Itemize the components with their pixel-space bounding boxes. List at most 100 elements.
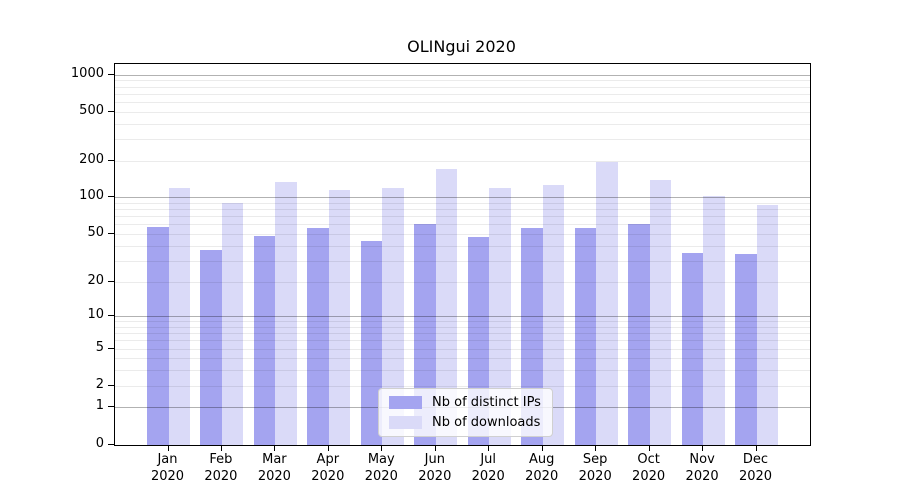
bar-distinct-ips-sep xyxy=(574,228,597,445)
grid-line-minor-50 xyxy=(115,234,810,235)
legend: Nb of distinct IPs Nb of downloads xyxy=(378,388,553,437)
bar-distinct-ips-may xyxy=(360,240,383,445)
y-tick-mark-50 xyxy=(108,233,114,234)
bar-distinct-ips-jan xyxy=(147,227,169,445)
bar-distinct-ips-dec xyxy=(735,254,757,445)
grid-line-minor-70 xyxy=(115,216,810,218)
y-tick-mark-500 xyxy=(108,110,114,112)
plot-area xyxy=(114,63,811,446)
grid-line-minor-60 xyxy=(115,224,810,226)
bar-distinct-ips-nov xyxy=(681,252,704,445)
y-tick-label-5: 5 xyxy=(95,339,104,355)
y-tick-mark-5 xyxy=(108,347,114,349)
y-tick-mark-100 xyxy=(108,196,114,198)
legend-label-distinct-ips: Nb of distinct IPs xyxy=(432,395,541,410)
y-tick-label-2: 2 xyxy=(95,376,104,392)
y-tick-mark-20 xyxy=(108,280,114,282)
x-tick-label-dec: Dec 2020 xyxy=(738,452,773,484)
grid-line-minor-8 xyxy=(115,326,810,328)
y-tick-mark-1000 xyxy=(108,73,114,75)
y-tick-mark-2 xyxy=(108,384,114,386)
grid-line-minor-9 xyxy=(115,321,810,323)
grid-line-minor-30 xyxy=(115,260,810,262)
y-tick-label-10: 10 xyxy=(87,307,104,323)
grid-line-minor-40 xyxy=(115,245,810,247)
legend-swatch-downloads xyxy=(389,416,422,429)
bar-downloads-aug xyxy=(542,184,565,445)
x-tick-label-jun: Jun 2020 xyxy=(418,452,452,484)
x-tick-label-jan: Jan 2020 xyxy=(150,452,185,484)
y-tick-mark-200 xyxy=(108,159,114,161)
y-tick-label-500: 500 xyxy=(79,102,104,118)
grid-line-major-1000 xyxy=(115,74,810,76)
grid-line-minor-2 xyxy=(115,385,810,387)
y-tick-label-0: 0 xyxy=(95,435,104,451)
x-tick-label-apr: Apr 2020 xyxy=(311,452,345,484)
bar-downloads-nov xyxy=(703,195,725,445)
y-tick-mark-0 xyxy=(108,443,114,445)
bar-downloads-feb xyxy=(221,203,244,445)
bar-downloads-mar xyxy=(275,182,297,445)
x-tick-mark-may xyxy=(381,445,383,451)
x-tick-mark-oct xyxy=(648,445,650,451)
grid-line-major-100 xyxy=(115,197,810,199)
bar-distinct-ips-oct xyxy=(628,223,650,445)
grid-line-minor-800 xyxy=(115,86,810,88)
bar-downloads-may xyxy=(382,188,404,445)
grid-line-minor-5 xyxy=(115,348,810,350)
x-tick-mark-jan xyxy=(167,445,169,451)
grid-line-major-10 xyxy=(115,316,810,318)
grid-line-minor-7 xyxy=(115,333,810,335)
bar-distinct-ips-apr xyxy=(307,228,329,445)
y-tick-label-200: 200 xyxy=(79,151,104,167)
x-tick-mark-mar xyxy=(274,445,276,451)
x-tick-mark-sep xyxy=(595,445,597,451)
x-tick-mark-dec xyxy=(755,445,757,451)
x-tick-mark-jun xyxy=(434,445,436,451)
x-tick-label-aug: Aug 2020 xyxy=(525,452,559,484)
bar-downloads-jul xyxy=(489,188,511,445)
grid-line-minor-200 xyxy=(115,160,810,162)
grid-line-minor-600 xyxy=(115,101,810,103)
x-tick-mark-feb xyxy=(220,445,222,451)
grid-line-minor-900 xyxy=(115,80,810,82)
bar-downloads-jan xyxy=(168,188,190,445)
grid-line-minor-6 xyxy=(115,340,810,342)
x-tick-label-jul: Jul 2020 xyxy=(471,452,505,484)
x-tick-label-nov: Nov 2020 xyxy=(685,452,719,484)
bar-downloads-oct xyxy=(649,179,672,445)
grid-line-minor-20 xyxy=(115,281,810,283)
grid-line-minor-400 xyxy=(115,123,810,125)
grid-line-minor-3 xyxy=(115,370,810,372)
bar-distinct-ips-feb xyxy=(200,249,222,445)
legend-item-distinct-ips: Nb of distinct IPs xyxy=(389,395,541,410)
bar-downloads-sep xyxy=(596,162,618,445)
legend-swatch-distinct-ips xyxy=(389,396,422,409)
legend-item-downloads: Nb of downloads xyxy=(389,415,541,430)
bar-downloads-jun xyxy=(435,169,458,445)
bar-distinct-ips-mar xyxy=(253,236,276,445)
y-tick-label-1000: 1000 xyxy=(70,65,104,81)
x-tick-label-oct: Oct 2020 xyxy=(632,452,666,484)
y-tick-mark-1 xyxy=(108,406,114,408)
legend-label-downloads: Nb of downloads xyxy=(432,415,541,430)
x-tick-mark-aug xyxy=(541,445,543,451)
x-tick-label-may: May 2020 xyxy=(364,452,398,484)
y-tick-label-20: 20 xyxy=(87,272,104,288)
x-tick-mark-apr xyxy=(327,445,329,451)
bar-downloads-apr xyxy=(328,190,351,445)
grid-line-minor-90 xyxy=(115,203,810,204)
y-tick-label-100: 100 xyxy=(79,188,104,204)
y-tick-label-1: 1 xyxy=(95,398,104,414)
grid-line-minor-80 xyxy=(115,209,810,211)
grid-line-minor-4 xyxy=(115,358,810,360)
x-tick-label-sep: Sep 2020 xyxy=(578,452,612,484)
x-tick-mark-jul xyxy=(488,445,490,451)
y-tick-label-50: 50 xyxy=(87,225,104,240)
x-tick-label-mar: Mar 2020 xyxy=(257,452,291,484)
grid-line-minor-500 xyxy=(115,111,810,113)
grid-line-minor-700 xyxy=(115,93,810,95)
x-tick-label-feb: Feb 2020 xyxy=(204,452,238,484)
grid-line-minor-300 xyxy=(115,138,810,140)
